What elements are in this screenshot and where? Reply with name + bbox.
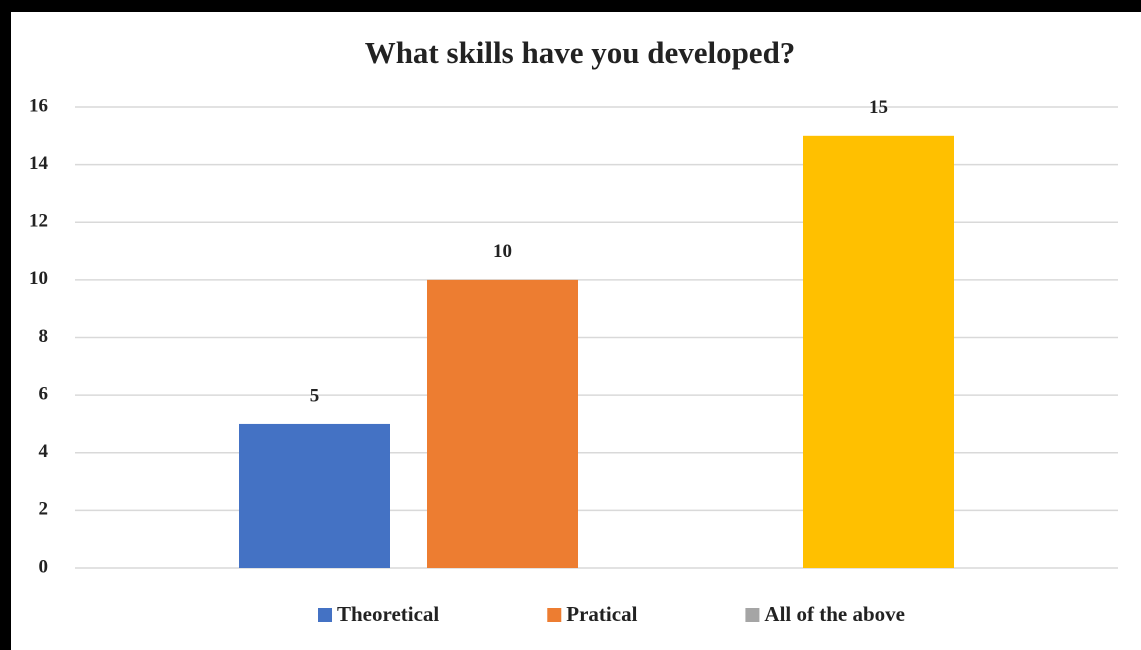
bar [803,135,954,568]
y-tick-label: 12 [29,211,48,232]
bar [239,423,390,568]
bar [427,279,578,568]
y-tick-label: 6 [39,383,49,404]
legend-swatch [318,608,333,622]
legend-label: Theoretical [337,602,439,626]
y-tick-label: 10 [29,268,48,289]
value-label: 15 [869,97,888,118]
y-tick-label: 2 [39,499,49,520]
y-tick-label: 4 [39,441,49,462]
value-label: 10 [493,241,512,262]
legend-label: Pratical [566,602,637,626]
legend-swatch [547,608,562,622]
frame-left [0,0,11,650]
value-label: 5 [310,385,320,406]
legend-swatch [745,608,760,622]
y-tick-label: 14 [29,153,49,174]
y-tick-label: 8 [39,326,49,347]
legend-label: All of the above [764,602,905,626]
y-tick-label: 0 [39,556,49,577]
chart-title: What skills have you developed? [365,35,796,70]
frame-top [0,0,1141,12]
y-tick-label: 16 [29,95,48,116]
